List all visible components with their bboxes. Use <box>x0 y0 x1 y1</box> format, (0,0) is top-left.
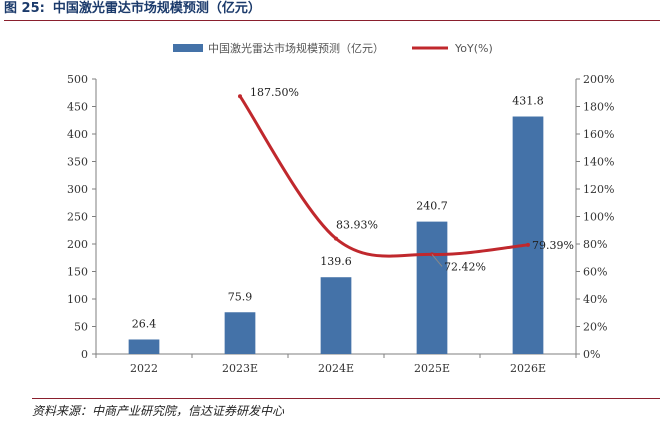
bar-value-label: 431.8 <box>512 95 544 108</box>
source-note: 资料来源：中商产业研究院，信达证券研发中心 <box>32 398 660 419</box>
bar <box>128 339 160 354</box>
x-tick-label: 2025E <box>414 362 450 375</box>
y-right-tick-label: 200% <box>583 73 614 86</box>
bar-value-label: 139.6 <box>320 255 352 268</box>
y-right-tick-label: 120% <box>583 183 614 196</box>
y-right-tick-label: 100% <box>583 211 614 224</box>
axes: 0 50 100 150 200 250 300 350 400 450 500 0% 20% 40% 60… <box>67 73 614 375</box>
yoy-point <box>238 94 242 99</box>
y-left-tick-label: 200 <box>67 238 88 251</box>
yoy-value-label: 187.50% <box>250 86 299 99</box>
yoy-value-label: 83.93% <box>336 219 378 232</box>
combo-chart: 中国激光雷达市场规模预测（亿元） YoY(%) 0 50 100 150 200 250 3… <box>67 41 614 375</box>
yoy-leader-line <box>431 254 443 267</box>
y-right-tick-label: 40% <box>583 293 607 306</box>
figure-number: 图 25: <box>4 1 45 16</box>
y-left-tick-label: 500 <box>67 73 88 86</box>
bar-value-label: 240.7 <box>416 200 448 213</box>
y-left-tick-label: 450 <box>67 101 88 114</box>
figure-title: 图 25: 中国激光雷达市场规模预测（亿元） <box>4 0 660 21</box>
y-left-tick-label: 50 <box>74 321 88 334</box>
y-left-tick-label: 350 <box>67 156 88 169</box>
x-tick-label: 2026E <box>510 362 546 375</box>
y-left-tick-label: 250 <box>67 211 88 224</box>
y-right-tick-label: 160% <box>583 128 614 141</box>
yoy-series-line <box>238 94 530 258</box>
yoy-value-label: 72.42% <box>444 260 486 273</box>
legend: 中国激光雷达市场规模预测（亿元） YoY(%) <box>173 41 493 55</box>
bar <box>224 312 256 354</box>
y-right-tick-label: 140% <box>583 156 614 169</box>
y-right-tick-label: 180% <box>583 101 614 114</box>
legend-bar-label: 中国激光雷达市场规模预测（亿元） <box>208 41 384 55</box>
y-right-tick-label: 0% <box>583 348 600 361</box>
bar-value-label: 75.9 <box>228 290 253 303</box>
y-left-tick-label: 100 <box>67 293 88 306</box>
yoy-line: 187.50% 83.93% 72.42% 79.39% <box>238 86 574 273</box>
y-left-tick-label: 0 <box>81 348 88 361</box>
yoy-value-label: 79.39% <box>532 239 574 252</box>
figure-caption: 中国激光雷达市场规模预测（亿元） <box>52 1 261 16</box>
bar-value-label: 26.4 <box>132 317 157 330</box>
x-tick-label: 2024E <box>318 362 354 375</box>
bar <box>512 116 544 354</box>
yoy-point <box>334 236 338 241</box>
x-tick-label: 2022 <box>130 362 158 375</box>
yoy-point <box>526 242 530 247</box>
legend-line-label: YoY(%) <box>454 42 493 55</box>
bars: 26.4 75.9 139.6 240.7 431.8 <box>128 95 544 354</box>
y-left-tick-label: 300 <box>67 183 88 196</box>
y-left-tick-label: 400 <box>67 128 88 141</box>
y-right-tick-label: 60% <box>583 266 607 279</box>
bar <box>320 277 352 354</box>
y-right-tick-label: 80% <box>583 238 607 251</box>
bar <box>416 221 448 354</box>
x-tick-label: 2023E <box>222 362 258 375</box>
y-right-tick-label: 20% <box>583 321 607 334</box>
legend-bar-swatch <box>173 44 203 52</box>
y-left-tick-label: 150 <box>67 266 88 279</box>
